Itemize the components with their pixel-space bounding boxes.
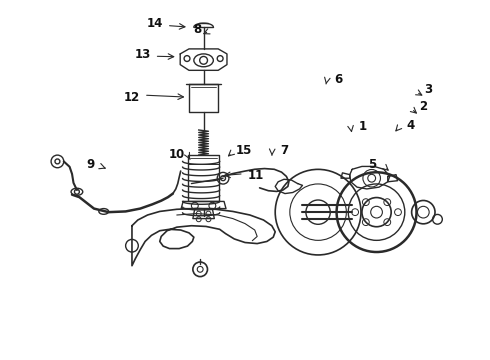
Text: 9: 9 (86, 158, 94, 171)
Text: 10: 10 (169, 148, 185, 162)
Text: 2: 2 (419, 100, 427, 113)
Text: 4: 4 (407, 119, 415, 132)
Text: 7: 7 (280, 144, 288, 157)
Text: 15: 15 (236, 144, 252, 157)
Text: 1: 1 (359, 120, 367, 133)
Text: 12: 12 (124, 91, 140, 104)
Text: 14: 14 (147, 17, 163, 30)
Text: 3: 3 (424, 84, 432, 96)
Text: 13: 13 (135, 48, 151, 61)
Text: 5: 5 (368, 158, 377, 171)
Text: 11: 11 (247, 169, 264, 182)
Text: 6: 6 (334, 73, 343, 86)
Text: 8: 8 (193, 23, 201, 36)
